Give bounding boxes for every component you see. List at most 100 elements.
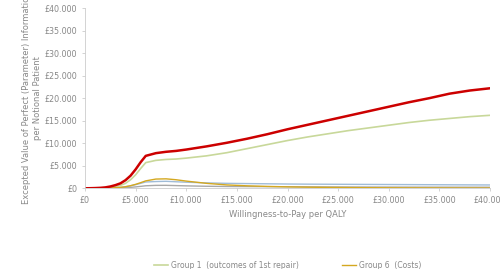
Group 4  (outcomes of 2nd repair and NFR) bbox=[97, 187, 103, 190]
Group 1  (outcomes of 1st repair) bbox=[153, 159, 159, 162]
Group 5  (Long-term KR outcomes) bbox=[487, 186, 493, 189]
Group 4  (outcomes of 2nd repair and NFR) bbox=[138, 182, 143, 185]
Group 5  (Long-term KR outcomes) bbox=[244, 185, 250, 188]
Group 6  (Costs) bbox=[132, 183, 138, 186]
Group 6  (Costs) bbox=[325, 186, 331, 189]
Population EVPI bbox=[325, 119, 331, 122]
Group 4  (outcomes of 2nd repair and NFR) bbox=[487, 183, 493, 187]
Population EVPI bbox=[163, 150, 169, 153]
Group 6  (Costs) bbox=[244, 184, 250, 187]
Group 1  (outcomes of 1st repair) bbox=[325, 132, 331, 135]
Group 6  (Costs) bbox=[122, 185, 128, 188]
Group 5  (Long-term KR outcomes) bbox=[426, 186, 432, 189]
Group 6  (Costs) bbox=[366, 186, 372, 189]
Population EVPI bbox=[143, 154, 149, 157]
Group 5  (Long-term KR outcomes) bbox=[264, 185, 270, 188]
Group 4  (outcomes of 2nd repair and NFR) bbox=[204, 181, 210, 185]
Group 6  (Costs) bbox=[108, 186, 114, 190]
Group 1  (outcomes of 1st repair) bbox=[345, 129, 351, 132]
Line: Group 5  (Long-term KR outcomes): Group 5 (Long-term KR outcomes) bbox=[85, 185, 490, 188]
Group 6  (Costs) bbox=[426, 186, 432, 190]
Group 1  (outcomes of 1st repair) bbox=[487, 114, 493, 117]
Group 6  (Costs) bbox=[138, 181, 143, 184]
Group 1  (outcomes of 1st repair) bbox=[183, 157, 189, 160]
Group 4  (outcomes of 2nd repair and NFR) bbox=[467, 183, 473, 186]
Group 4  (outcomes of 2nd repair and NFR) bbox=[153, 180, 159, 183]
Group 5  (Long-term KR outcomes) bbox=[284, 185, 290, 188]
Group 4  (outcomes of 2nd repair and NFR) bbox=[244, 182, 250, 185]
Group 1  (outcomes of 1st repair) bbox=[163, 158, 169, 161]
Group 4  (outcomes of 2nd repair and NFR) bbox=[386, 183, 392, 186]
Group 1  (outcomes of 1st repair) bbox=[122, 182, 128, 185]
Population EVPI bbox=[138, 161, 143, 164]
Group 1  (outcomes of 1st repair) bbox=[138, 167, 143, 170]
Population EVPI bbox=[132, 168, 138, 171]
Group 5  (Long-term KR outcomes) bbox=[143, 184, 149, 187]
Group 5  (Long-term KR outcomes) bbox=[132, 185, 138, 189]
Line: Group 4  (outcomes of 2nd repair and NFR): Group 4 (outcomes of 2nd repair and NFR) bbox=[85, 181, 490, 188]
Group 4  (outcomes of 2nd repair and NFR) bbox=[163, 180, 169, 183]
Population EVPI bbox=[118, 182, 124, 185]
Population EVPI bbox=[122, 179, 128, 182]
Group 6  (Costs) bbox=[487, 186, 493, 190]
Group 4  (outcomes of 2nd repair and NFR) bbox=[224, 182, 230, 185]
Group 4  (outcomes of 2nd repair and NFR) bbox=[132, 183, 138, 186]
Group 5  (Long-term KR outcomes) bbox=[406, 186, 412, 189]
Group 1  (outcomes of 1st repair) bbox=[305, 135, 311, 139]
Group 1  (outcomes of 1st repair) bbox=[97, 186, 103, 190]
Group 5  (Long-term KR outcomes) bbox=[108, 186, 114, 190]
Group 4  (outcomes of 2nd repair and NFR) bbox=[112, 186, 118, 189]
Group 6  (Costs) bbox=[345, 186, 351, 189]
Population EVPI bbox=[284, 128, 290, 131]
Group 5  (Long-term KR outcomes) bbox=[87, 187, 93, 190]
Group 5  (Long-term KR outcomes) bbox=[173, 184, 179, 187]
Group 1  (outcomes of 1st repair) bbox=[132, 173, 138, 176]
Group 4  (outcomes of 2nd repair and NFR) bbox=[92, 187, 98, 190]
Population EVPI bbox=[264, 133, 270, 136]
Group 5  (Long-term KR outcomes) bbox=[366, 185, 372, 189]
Group 1  (outcomes of 1st repair) bbox=[143, 161, 149, 164]
Population EVPI bbox=[345, 114, 351, 117]
Group 1  (outcomes of 1st repair) bbox=[173, 157, 179, 161]
Group 6  (Costs) bbox=[224, 183, 230, 186]
Group 5  (Long-term KR outcomes) bbox=[102, 187, 108, 190]
Group 6  (Costs) bbox=[264, 185, 270, 188]
Group 4  (outcomes of 2nd repair and NFR) bbox=[128, 184, 134, 187]
Group 6  (Costs) bbox=[102, 186, 108, 190]
Group 1  (outcomes of 1st repair) bbox=[224, 151, 230, 154]
Legend: Group 1  (outcomes of 1st repair), Group 4  (outcomes of 2nd repair and NFR), Gr: Group 1 (outcomes of 1st repair), Group … bbox=[154, 261, 421, 269]
Y-axis label: Excepted Value of Perfect (Parameter) Information
per Notional Patient: Excepted Value of Perfect (Parameter) In… bbox=[22, 0, 42, 204]
Line: Population EVPI: Population EVPI bbox=[85, 88, 490, 188]
Group 1  (outcomes of 1st repair) bbox=[87, 187, 93, 190]
Group 5  (Long-term KR outcomes) bbox=[345, 185, 351, 189]
Group 1  (outcomes of 1st repair) bbox=[102, 186, 108, 189]
Population EVPI bbox=[224, 141, 230, 144]
Population EVPI bbox=[87, 187, 93, 190]
Population EVPI bbox=[406, 101, 412, 104]
Group 5  (Long-term KR outcomes) bbox=[128, 186, 134, 189]
Group 5  (Long-term KR outcomes) bbox=[386, 185, 392, 189]
Population EVPI bbox=[366, 110, 372, 113]
Group 1  (outcomes of 1st repair) bbox=[108, 186, 114, 189]
Group 4  (outcomes of 2nd repair and NFR) bbox=[284, 182, 290, 186]
Population EVPI bbox=[173, 149, 179, 153]
Group 6  (Costs) bbox=[82, 187, 88, 190]
Group 1  (outcomes of 1st repair) bbox=[366, 126, 372, 130]
Group 4  (outcomes of 2nd repair and NFR) bbox=[102, 186, 108, 190]
Group 4  (outcomes of 2nd repair and NFR) bbox=[143, 180, 149, 184]
Line: Group 6  (Costs): Group 6 (Costs) bbox=[85, 179, 490, 188]
Group 4  (outcomes of 2nd repair and NFR) bbox=[446, 183, 452, 186]
Group 6  (Costs) bbox=[467, 186, 473, 190]
Group 4  (outcomes of 2nd repair and NFR) bbox=[173, 180, 179, 183]
Population EVPI bbox=[446, 92, 452, 95]
Group 6  (Costs) bbox=[118, 186, 124, 189]
Group 1  (outcomes of 1st repair) bbox=[467, 115, 473, 118]
Population EVPI bbox=[244, 137, 250, 140]
Population EVPI bbox=[204, 145, 210, 148]
X-axis label: Willingness-to-Pay per QALY: Willingness-to-Pay per QALY bbox=[229, 211, 346, 220]
Group 1  (outcomes of 1st repair) bbox=[244, 147, 250, 150]
Group 1  (outcomes of 1st repair) bbox=[426, 119, 432, 122]
Group 5  (Long-term KR outcomes) bbox=[122, 186, 128, 189]
Group 6  (Costs) bbox=[87, 187, 93, 190]
Group 4  (outcomes of 2nd repair and NFR) bbox=[345, 183, 351, 186]
